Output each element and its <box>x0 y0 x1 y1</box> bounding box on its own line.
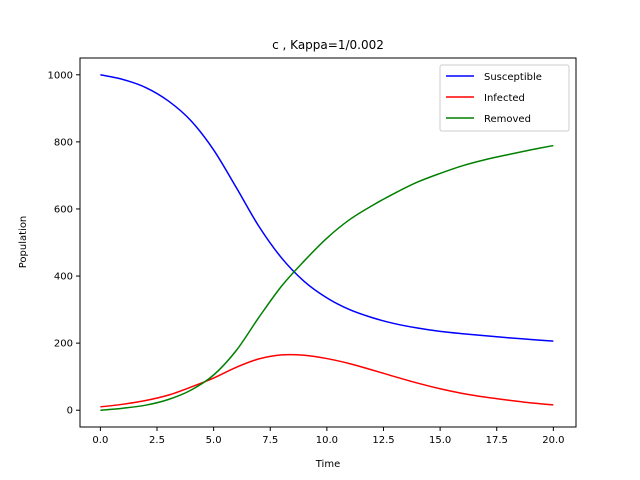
x-tick-label: 7.5 <box>262 435 278 446</box>
y-tick-label: 1000 <box>48 70 73 81</box>
x-tick-label: 20.0 <box>542 435 564 446</box>
chart-title: c , Kappa=1/0.002 <box>272 38 384 52</box>
y-tick-label: 800 <box>54 137 73 148</box>
x-axis: 0.0 2.5 5.0 7.5 10.0 12.5 15.0 17.5 20.0 <box>92 427 564 446</box>
legend-label-susceptible: Susceptible <box>484 72 542 83</box>
legend: Susceptible Infected Removed <box>439 64 570 132</box>
series-line-removed <box>100 144 554 411</box>
x-tick-label: 10.0 <box>316 435 338 446</box>
x-tick-label: 5.0 <box>206 435 222 446</box>
x-tick-label: 2.5 <box>149 435 165 446</box>
x-tick-label: 15.0 <box>429 435 451 446</box>
series-line-susceptible <box>100 74 554 342</box>
legend-box <box>439 64 570 132</box>
y-tick-label: 200 <box>54 339 73 350</box>
y-tick-label: 600 <box>54 204 73 215</box>
y-tick-label: 400 <box>54 272 73 283</box>
series-line-infected <box>100 353 554 408</box>
legend-label-removed: Removed <box>484 114 531 125</box>
x-tick-label: 17.5 <box>486 435 508 446</box>
series-layer <box>100 74 554 411</box>
x-tick-label: 12.5 <box>372 435 394 446</box>
x-tick-label: 0.0 <box>92 435 108 446</box>
plot-area-frame <box>79 57 577 428</box>
y-tick-label: 0 <box>67 406 73 417</box>
y-axis: 0 200 400 600 800 1000 <box>48 70 80 417</box>
legend-label-infected: Infected <box>484 93 525 104</box>
y-axis-label: Population <box>18 216 29 269</box>
x-axis-label: Time <box>315 459 340 470</box>
